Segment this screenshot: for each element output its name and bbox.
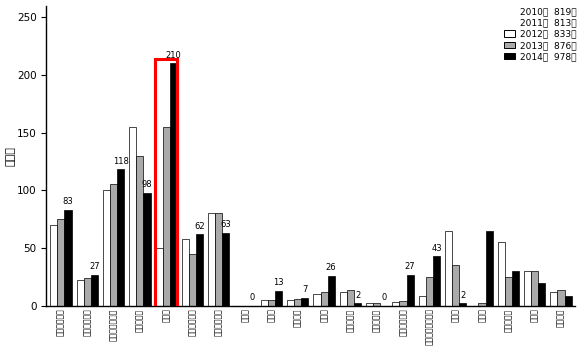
Bar — [287, 300, 294, 306]
Text: 2: 2 — [460, 291, 465, 300]
Bar — [340, 292, 347, 306]
Bar — [531, 271, 538, 306]
Bar — [208, 213, 215, 306]
Bar — [328, 276, 335, 306]
Text: 43: 43 — [431, 244, 442, 253]
Bar — [155, 59, 177, 307]
Bar — [498, 242, 505, 306]
Bar — [313, 294, 321, 306]
Bar — [459, 303, 467, 306]
Text: 63: 63 — [221, 220, 231, 230]
Bar — [129, 127, 137, 306]
Bar — [170, 63, 177, 306]
Bar — [91, 274, 98, 306]
Bar — [196, 234, 203, 306]
Text: 2: 2 — [355, 291, 360, 300]
Bar — [268, 300, 275, 306]
Text: 62: 62 — [194, 221, 205, 231]
Bar — [182, 239, 189, 306]
Bar — [302, 298, 309, 306]
Text: 7: 7 — [302, 285, 307, 294]
Bar — [189, 254, 196, 306]
Bar — [261, 300, 268, 306]
Text: 210: 210 — [166, 51, 181, 60]
Bar — [486, 231, 493, 306]
Bar — [550, 292, 557, 306]
Text: 27: 27 — [405, 262, 415, 271]
Bar — [512, 271, 519, 306]
Bar — [524, 271, 531, 306]
Bar — [419, 297, 426, 306]
Bar — [137, 155, 144, 306]
Bar — [347, 290, 354, 306]
Bar — [275, 291, 282, 306]
Y-axis label: （人）: （人） — [6, 146, 16, 166]
Bar — [557, 290, 565, 306]
Bar — [215, 213, 223, 306]
Text: 98: 98 — [142, 180, 152, 189]
Bar — [163, 127, 170, 306]
Bar — [77, 280, 84, 306]
Legend: 2010年  819名, 2011年  813名, 2012年  833名, 2013年  876名, 2014年  978名: 2010年 819名, 2011年 813名, 2012年 833名, 2013… — [504, 7, 576, 61]
Bar — [400, 301, 407, 306]
Bar — [392, 302, 400, 306]
Text: 27: 27 — [89, 262, 99, 271]
Bar — [103, 190, 110, 306]
Bar — [58, 219, 64, 306]
Bar — [321, 292, 328, 306]
Text: 0: 0 — [250, 293, 255, 302]
Bar — [223, 233, 229, 306]
Text: 83: 83 — [63, 197, 73, 206]
Bar — [110, 185, 117, 306]
Bar — [84, 278, 91, 306]
Bar — [433, 256, 440, 306]
Bar — [50, 225, 58, 306]
Bar — [445, 231, 452, 306]
Bar — [565, 297, 572, 306]
Bar — [407, 274, 414, 306]
Bar — [452, 265, 459, 306]
Bar — [373, 303, 381, 306]
Bar — [354, 303, 361, 306]
Bar — [294, 299, 302, 306]
Bar — [366, 303, 373, 306]
Text: 0: 0 — [381, 293, 386, 302]
Bar — [156, 248, 163, 306]
Text: 13: 13 — [273, 278, 284, 287]
Bar — [144, 193, 150, 306]
Bar — [538, 283, 546, 306]
Text: 26: 26 — [326, 263, 336, 272]
Bar — [117, 170, 124, 306]
Text: 118: 118 — [113, 157, 128, 166]
Bar — [426, 277, 433, 306]
Bar — [505, 277, 512, 306]
Bar — [64, 210, 71, 306]
Bar — [479, 303, 486, 306]
